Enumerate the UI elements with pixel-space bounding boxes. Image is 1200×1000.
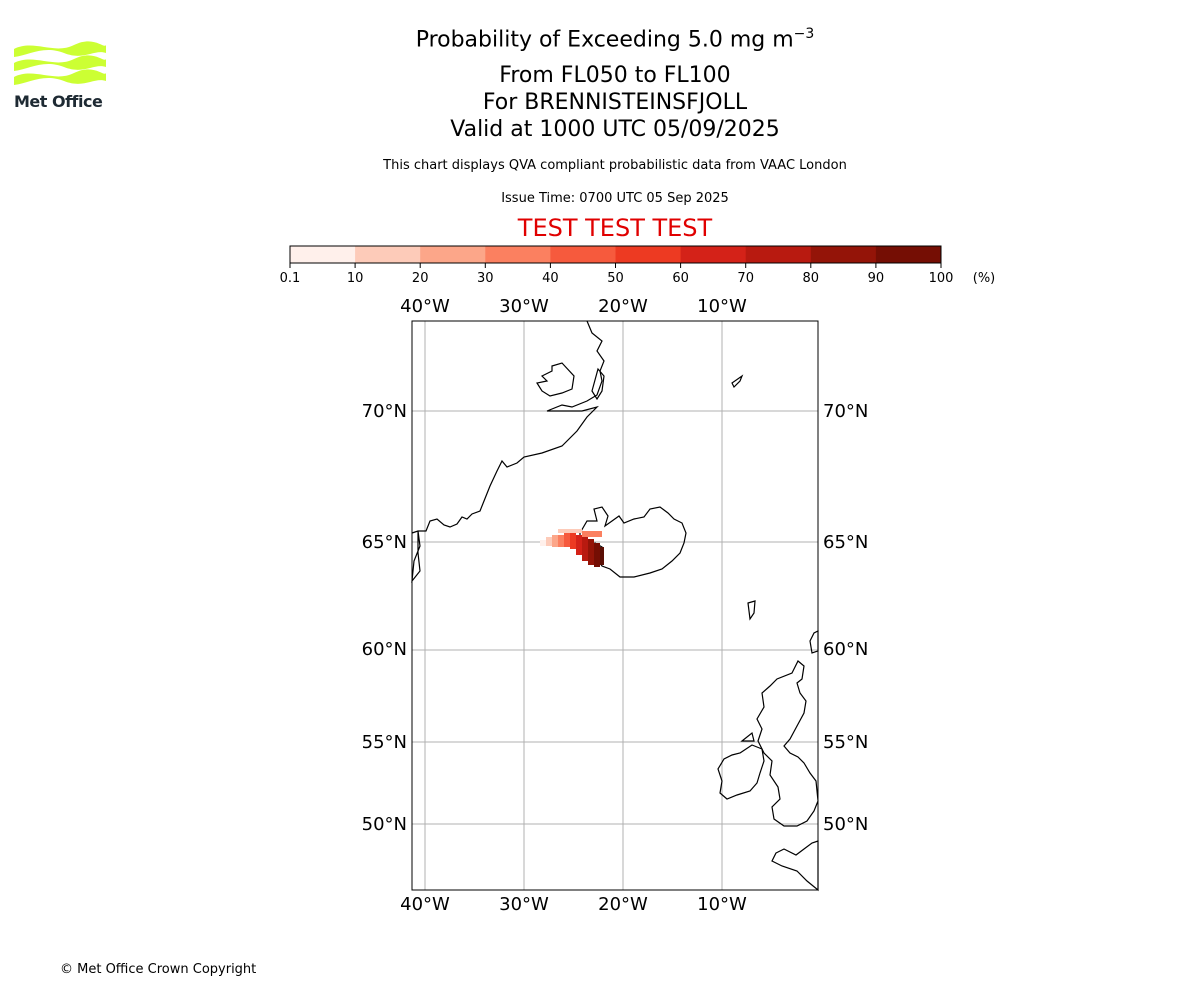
map-frame <box>411 320 819 891</box>
lat-label: 70°N <box>362 401 407 422</box>
colorbar-cell <box>875 246 942 263</box>
lon-label: 20°W <box>598 894 648 915</box>
lon-labels-bottom: 40°W 30°W 20°W 10°W <box>400 894 747 915</box>
coastlines <box>411 320 819 892</box>
plume-cell <box>546 537 552 546</box>
met-office-logo <box>14 41 106 85</box>
plume-cell <box>558 529 582 533</box>
plume-cell <box>570 533 576 549</box>
colorbar-cell <box>745 246 812 263</box>
colorbar-cell <box>355 246 421 263</box>
colorbar-ticks: 0.1 10 20 30 40 50 60 70 80 90 100 <box>280 263 954 286</box>
colorbar-cell <box>550 246 616 263</box>
plume-cell <box>552 535 558 547</box>
colorbar-tick-label: 70 <box>737 271 754 286</box>
map-area <box>411 320 819 892</box>
colorbar-tick-label: 60 <box>672 271 689 286</box>
lon-label: 40°W <box>400 894 450 915</box>
lat-label: 65°N <box>362 532 407 553</box>
lat-labels-right: 70°N 65°N 60°N 55°N 50°N <box>823 401 868 835</box>
colorbar-tick-label: 50 <box>607 271 624 286</box>
colorbar-unit: (%) <box>973 271 996 286</box>
lon-labels-top: 40°W 30°W 20°W 10°W <box>400 296 747 317</box>
colorbar-cell <box>420 246 486 263</box>
lat-label: 50°N <box>823 814 868 835</box>
plume-cell <box>576 535 582 555</box>
plume-cell <box>540 540 546 546</box>
colorbar-cell <box>680 246 747 263</box>
flight-level-range: From FL050 to FL100 <box>499 63 731 88</box>
plume-cell <box>558 535 564 547</box>
colorbar-cell <box>810 246 877 263</box>
lon-label: 30°W <box>499 894 549 915</box>
plume-cell <box>600 547 604 565</box>
issue-time: Issue Time: 0700 UTC 05 Sep 2025 <box>501 191 729 206</box>
plume-cell <box>564 533 570 547</box>
greenland-coast <box>411 320 605 534</box>
colorbar-tick-label: 40 <box>542 271 559 286</box>
lat-label: 55°N <box>823 732 868 753</box>
colorbar-tick-label: 0.1 <box>280 271 301 286</box>
lat-label: 50°N <box>362 814 407 835</box>
lon-label: 10°W <box>697 894 747 915</box>
test-banner: TEST TEST TEST <box>517 214 713 242</box>
graticule <box>412 321 818 890</box>
plume-cell <box>582 531 602 537</box>
plume-cell <box>594 543 600 567</box>
lon-label: 40°W <box>400 296 450 317</box>
lat-label: 70°N <box>823 401 868 422</box>
chart-title: Probability of Exceeding 5.0 mg m−3 <box>415 26 815 53</box>
lat-label: 60°N <box>362 639 407 660</box>
lon-label: 20°W <box>598 296 648 317</box>
lon-label: 10°W <box>697 296 747 317</box>
met-office-logo-text: Met Office <box>14 92 103 111</box>
colorbar-cell <box>485 246 551 263</box>
colorbar-cells <box>290 246 942 263</box>
plume-cell <box>588 539 594 565</box>
lon-label: 30°W <box>499 296 549 317</box>
ireland-coast <box>717 744 765 800</box>
lat-labels-left: 70°N 65°N 60°N 55°N 50°N <box>362 401 407 835</box>
map-panel: 40°W 30°W 20°W 10°W 40°W 30°W 20°W 10°W … <box>362 296 869 915</box>
plume-cell <box>582 537 588 561</box>
colorbar: 0.1 10 20 30 40 50 60 70 80 90 100 (%) <box>280 245 996 286</box>
copyright: © Met Office Crown Copyright <box>60 962 257 977</box>
chart-description: This chart displays QVA compliant probab… <box>383 158 847 173</box>
ash-plume <box>540 529 604 567</box>
lat-label: 55°N <box>362 732 407 753</box>
volcano-name: For BRENNISTEINSFJOLL <box>482 90 748 115</box>
colorbar-tick-label: 10 <box>347 271 364 286</box>
colorbar-tick-label: 80 <box>803 271 820 286</box>
lat-label: 60°N <box>823 639 868 660</box>
lat-label: 65°N <box>823 532 868 553</box>
colorbar-tick-label: 100 <box>929 271 954 286</box>
uk-coast <box>756 660 819 827</box>
colorbar-cell <box>615 246 682 263</box>
colorbar-tick-label: 90 <box>868 271 885 286</box>
colorbar-cell <box>290 246 356 263</box>
valid-time: Valid at 1000 UTC 05/09/2025 <box>450 117 780 142</box>
colorbar-tick-label: 30 <box>477 271 494 286</box>
colorbar-tick-label: 20 <box>412 271 429 286</box>
